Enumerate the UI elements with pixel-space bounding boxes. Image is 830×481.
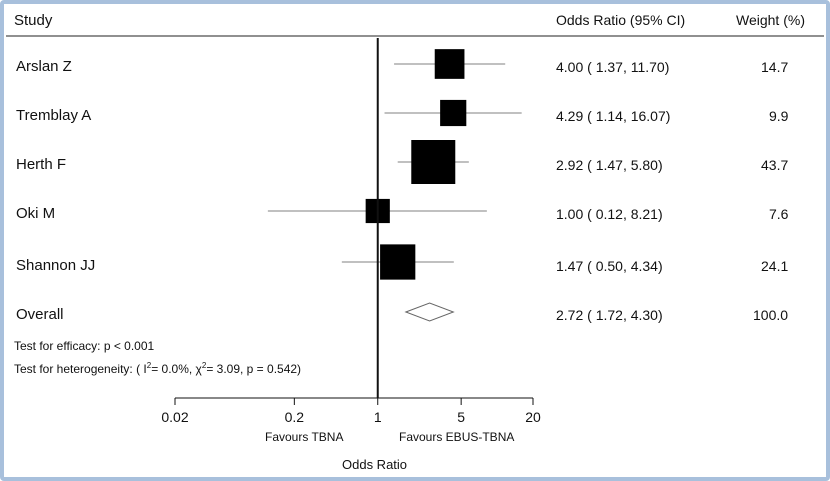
x-axis-ticks [174, 398, 534, 405]
study-odds-ratio: 1.00 ( 0.12, 8.21) [556, 206, 663, 222]
x-tick-label: 0.2 [284, 409, 305, 425]
overall-weight: 100.0 [753, 307, 789, 323]
overall-diamond [404, 302, 455, 322]
chi-squared-superscript: 2 [201, 361, 207, 370]
study-name: Herth F [16, 156, 67, 173]
overall-label: Overall [16, 306, 64, 323]
point-estimate-square [440, 99, 467, 127]
point-estimate-square [434, 49, 465, 79]
study-marks [267, 49, 522, 322]
point-estimate-square [380, 244, 416, 280]
heterogeneity-prefix: Test for heterogeneity: ( I [14, 362, 147, 376]
point-estimate-square [411, 140, 456, 184]
overall-odds-ratio: 2.72 ( 1.72, 4.30) [556, 307, 663, 323]
study-odds-ratio: 2.92 ( 1.47, 5.80) [556, 157, 663, 173]
odds-ratio-column-header: Odds Ratio (95% CI) [556, 12, 686, 28]
study-name: Shannon JJ [16, 257, 96, 274]
study-odds-ratio: 4.29 ( 1.14, 16.07) [556, 108, 671, 124]
study-weight: 14.7 [761, 59, 789, 75]
x-tick-label: 5 [457, 409, 466, 425]
heterogeneity-mid: = 0.0%, χ [151, 362, 202, 376]
weight-column-header: Weight (%) [736, 12, 805, 28]
favours-right-label: Favours EBUS-TBNA [399, 430, 515, 444]
study-name: Arslan Z [16, 58, 72, 75]
study-weight: 9.9 [769, 108, 789, 124]
efficacy-test-note: Test for efficacy: p < 0.001 [14, 339, 155, 353]
x-tick-label: 20 [525, 409, 541, 425]
study-name: Oki M [16, 205, 56, 222]
heterogeneity-test-note: Test for heterogeneity: ( I2= 0.0%, χ2= … [14, 361, 302, 376]
x-axis-title: Odds Ratio [342, 457, 408, 472]
study-name: Tremblay A [16, 107, 92, 124]
study-column-header: Study [14, 12, 53, 29]
study-weight: 43.7 [761, 157, 789, 173]
x-tick-label: 1 [373, 409, 382, 425]
study-odds-ratio: 1.47 ( 0.50, 4.34) [556, 258, 663, 274]
study-weight: 24.1 [761, 258, 789, 274]
study-odds-ratio: 4.00 ( 1.37, 11.70) [556, 59, 670, 75]
study-weight: 7.6 [769, 206, 789, 222]
favours-left-label: Favours TBNA [265, 430, 344, 444]
heterogeneity-suffix: = 3.09, p = 0.542) [206, 362, 302, 376]
x-tick-label: 0.02 [161, 409, 189, 425]
i-squared-superscript: 2 [146, 361, 152, 370]
